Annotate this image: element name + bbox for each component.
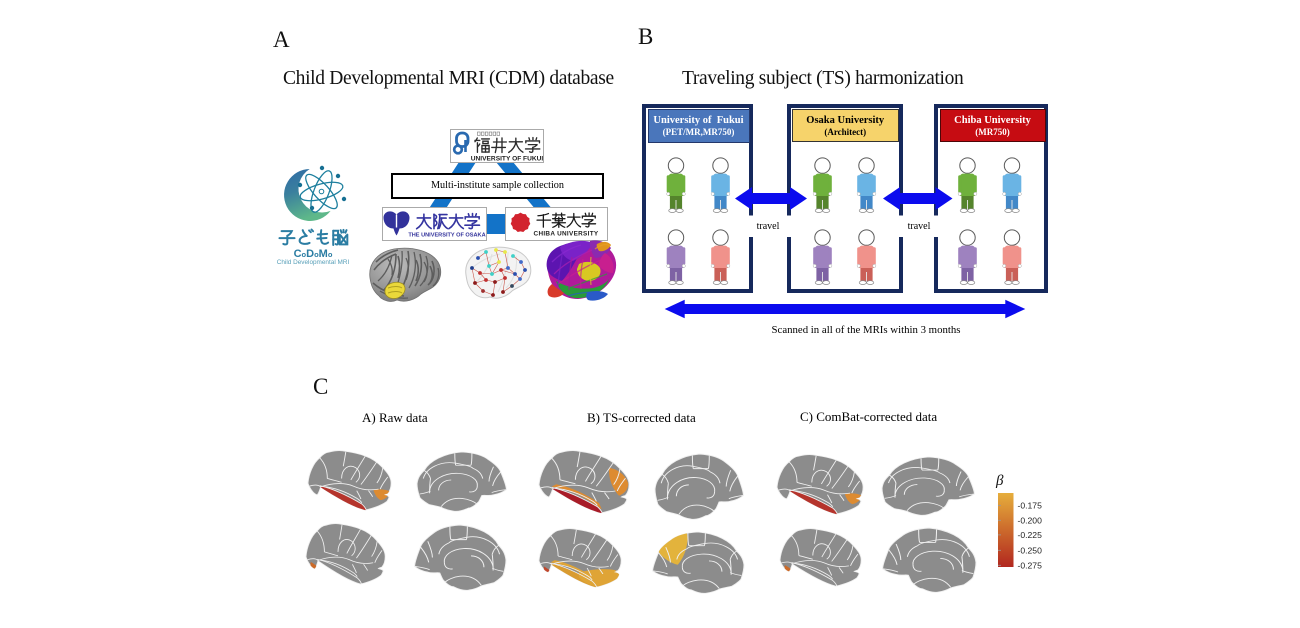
svg-text:UNIVERSITY OF FUKUI: UNIVERSITY OF FUKUI: [471, 155, 544, 162]
svg-text:Child Developmental MRI: Child Developmental MRI: [277, 259, 350, 266]
svg-text:THE UNIVERSITY OF OSAKA: THE UNIVERSITY OF OSAKA: [408, 232, 485, 238]
svg-text:-0.225: -0.225: [1018, 530, 1043, 540]
svg-text:-0.200: -0.200: [1018, 515, 1043, 525]
svg-text:β: β: [995, 473, 1004, 489]
svg-text:CoDoMo: CoDoMo: [294, 248, 333, 260]
svg-text:CHIBA UNIVERSITY: CHIBA UNIVERSITY: [534, 231, 599, 238]
svg-text:-0.275: -0.275: [1018, 560, 1043, 570]
svg-text:-0.250: -0.250: [1018, 545, 1043, 555]
svg-text:-0.175: -0.175: [1018, 501, 1043, 511]
